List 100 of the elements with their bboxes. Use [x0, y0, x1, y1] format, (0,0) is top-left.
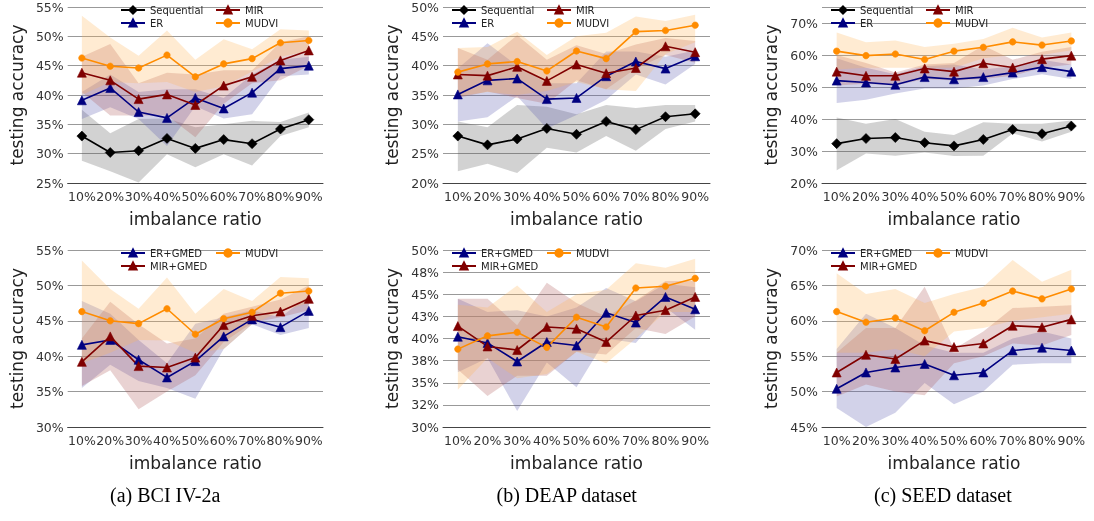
x-axis-title: imbalance ratio — [128, 208, 262, 229]
x-tick-label: 60% — [592, 433, 621, 448]
y-tick-label: 38% — [411, 353, 440, 369]
x-tick-label: 20% — [96, 189, 125, 204]
y-tick-label: 50% — [35, 28, 64, 44]
y-tick-label: 40% — [411, 331, 440, 346]
x-axis-title: imbalance ratio — [510, 208, 643, 229]
y-axis-title: testing accuracy — [381, 267, 402, 410]
y-tick-label: 30% — [35, 146, 64, 162]
x-tick-label: 90% — [294, 433, 323, 448]
y-tick-label: 30% — [411, 116, 440, 132]
y-tick-label: 55% — [35, 0, 64, 15]
y-tick-label: 30% — [35, 419, 64, 435]
x-tick-label: 10% — [822, 189, 851, 204]
x-tick-label: 80% — [651, 189, 680, 204]
x-tick-label: 70% — [238, 433, 267, 448]
x-tick-label: 60% — [969, 189, 998, 204]
legend-label: ER — [150, 17, 164, 29]
text: (b) DEAP dataset — [496, 484, 638, 507]
x-axis-title: imbalance ratio — [887, 452, 1021, 473]
x-tick-label: 40% — [910, 189, 939, 204]
x-tick-label: 60% — [969, 433, 998, 448]
x-tick-label: 80% — [1028, 189, 1057, 204]
y-tick-label: 30% — [790, 143, 819, 159]
legend-label: Sequential — [150, 4, 204, 16]
y-tick-label: 20% — [411, 175, 440, 191]
x-tick-label: 60% — [209, 189, 238, 204]
x-tick-label: 80% — [651, 433, 680, 448]
y-tick-label: 45% — [35, 313, 64, 329]
x-tick-label: 40% — [532, 433, 561, 448]
y-tick-label: 35% — [411, 87, 440, 103]
x-axis-title: imbalance ratio — [887, 208, 1021, 229]
legend-label: ER — [860, 17, 874, 29]
y-tick-label: 35% — [35, 384, 64, 400]
x-tick-label: 70% — [621, 433, 650, 448]
x-tick-label: 80% — [1028, 433, 1057, 448]
y-tick-label: 25% — [411, 146, 440, 162]
y-tick-label: 40% — [35, 87, 64, 103]
y-tick-label: 55% — [790, 348, 819, 364]
x-tick-label: 50% — [181, 189, 210, 204]
y-tick-label: 45% — [790, 419, 819, 435]
legend-label: ER+GMED — [481, 247, 534, 259]
x-tick-label: 90% — [1057, 189, 1086, 204]
y-axis-title: testing accuracy — [760, 24, 781, 166]
y-tick-label: 50% — [35, 277, 64, 293]
legend-label: Sequential — [481, 4, 535, 16]
y-tick-label: 48% — [411, 264, 440, 280]
y-tick-label: 50% — [411, 0, 440, 15]
legend-label: MIR — [576, 4, 595, 16]
x-tick-label: 30% — [881, 433, 910, 448]
y-tick-label: 45% — [35, 58, 64, 74]
x-tick-label: 20% — [852, 189, 881, 204]
x-tick-label: 10% — [822, 433, 851, 448]
x-tick-label: 40% — [910, 433, 939, 448]
x-tick-label: 70% — [998, 189, 1027, 204]
legend-label: ER+GMED — [860, 247, 913, 259]
y-tick-label: 70% — [790, 15, 819, 31]
y-tick-label: 50% — [790, 79, 819, 95]
x-axis-title: imbalance ratio — [128, 452, 262, 473]
legend-label: MUDVI — [955, 17, 989, 29]
x-tick-label: 20% — [96, 433, 125, 448]
x-tick-label: 80% — [266, 189, 295, 204]
legend-label: MIR — [955, 4, 974, 16]
x-tick-label: 70% — [998, 433, 1027, 448]
x-tick-label: 60% — [209, 433, 238, 448]
x-tick-label: 50% — [562, 189, 591, 204]
legend-label: MIR+GMED — [860, 260, 918, 272]
y-tick-label: 60% — [790, 47, 819, 63]
x-tick-label: 40% — [532, 189, 561, 204]
y-tick-label: 35% — [411, 375, 440, 391]
x-tick-label: 10% — [67, 433, 96, 448]
y-axis-title: testing accuracy — [760, 267, 781, 410]
x-tick-label: 70% — [621, 189, 650, 204]
legend-label: MUDVI — [955, 247, 989, 259]
x-tick-label: 40% — [153, 433, 181, 448]
y-tick-label: 40% — [35, 348, 64, 364]
legend-label: ER — [481, 17, 495, 29]
x-tick-label: 30% — [124, 189, 153, 204]
text: (a) BCI IV-2a — [110, 484, 221, 507]
x-tick-label: 50% — [562, 433, 591, 448]
x-tick-label: 20% — [473, 433, 502, 448]
y-tick-label: 65% — [790, 277, 819, 293]
y-axis-title: testing accuracy — [6, 24, 27, 166]
x-tick-label: 20% — [852, 433, 881, 448]
x-tick-label: 30% — [503, 433, 532, 448]
legend-label: Sequential — [860, 4, 914, 16]
legend-label: MUDVI — [245, 247, 279, 259]
y-tick-label: 35% — [35, 116, 64, 132]
x-tick-label: 60% — [592, 189, 621, 204]
y-tick-label: 25% — [35, 175, 64, 191]
x-tick-label: 90% — [681, 189, 710, 204]
y-tick-label: 40% — [411, 58, 440, 74]
x-tick-label: 90% — [681, 433, 710, 448]
legend-label: MUDVI — [576, 17, 610, 29]
y-tick-label: 20% — [790, 175, 819, 191]
x-tick-label: 90% — [294, 189, 323, 204]
x-tick-label: 80% — [266, 433, 295, 448]
y-tick-label: 45% — [411, 286, 440, 302]
y-tick-label: 60% — [790, 313, 819, 329]
x-tick-label: 10% — [443, 433, 472, 448]
